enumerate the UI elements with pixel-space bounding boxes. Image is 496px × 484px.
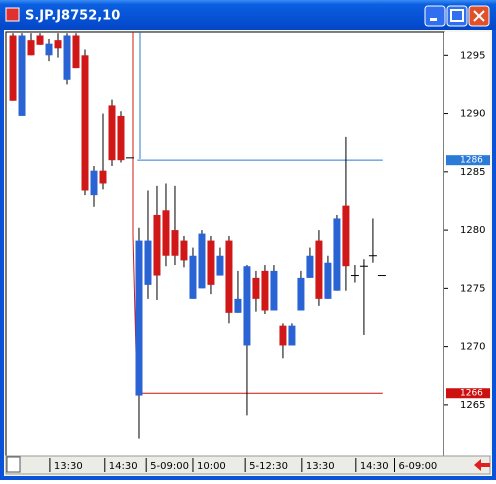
candle-body [144, 240, 152, 285]
x-tick-label: 13:30 [54, 461, 83, 472]
level-marker [446, 155, 490, 166]
candle-body [36, 35, 44, 45]
x-tick-label: 5-09:00 [150, 461, 189, 472]
y-tick-label: 1270 [460, 342, 485, 353]
plot: 1265 1270 1275 1280 1285 1290 1295 13:30 14:30 5-… [9, 33, 490, 472]
candle-body [243, 266, 251, 346]
level-label: 1286 [460, 156, 483, 166]
minimize-button[interactable] [424, 5, 446, 27]
candle-body [225, 240, 233, 313]
candle-body [18, 35, 26, 116]
candle-body [90, 170, 98, 196]
candle-body [45, 43, 53, 56]
scroll-arrow[interactable] [474, 459, 490, 471]
candle-body [162, 210, 170, 256]
candle-body [180, 240, 188, 261]
y-tick-label: 1290 [460, 109, 485, 120]
candle-body [72, 35, 80, 69]
x-tick-label: 14:30 [360, 461, 389, 472]
level-label: 1266 [460, 389, 483, 399]
y-tick-label: 1295 [460, 50, 485, 61]
window-title: S.JP.J8752,10 [25, 9, 120, 24]
x-tick-label: 13:30 [306, 461, 335, 472]
candle-body [117, 115, 125, 161]
candle-body [324, 262, 332, 299]
x-tick-label: 14:30 [109, 461, 138, 472]
candle-body [63, 35, 71, 80]
y-axis-area [444, 32, 490, 456]
x-tick-label: 5-12:30 [249, 461, 288, 472]
candle-body [270, 270, 278, 311]
level-marker [446, 388, 490, 399]
candle-body [198, 233, 206, 289]
candle-body [216, 255, 224, 276]
y-tick-label: 1285 [460, 167, 485, 178]
candle-body [288, 325, 296, 346]
y-tick-label: 1275 [460, 283, 485, 294]
candle-body [234, 298, 242, 313]
candle-body [99, 170, 107, 184]
candle-body [153, 214, 161, 276]
x-tick-label: 6-09:00 [399, 461, 438, 472]
candle-body [297, 277, 305, 311]
candle-body [207, 240, 215, 285]
candle-body [189, 255, 197, 299]
candle-body [81, 55, 89, 191]
candle-body [333, 218, 341, 291]
candle-body [108, 105, 116, 161]
candle-body [306, 255, 314, 278]
candle-body [315, 240, 323, 299]
close-button[interactable] [468, 5, 490, 27]
title-bar [0, 0, 496, 30]
maximize-button[interactable] [446, 5, 468, 27]
candle-body [342, 205, 350, 267]
candle-body [135, 240, 143, 396]
app-icon [5, 7, 20, 22]
plot-area [5, 31, 445, 457]
candle-body [279, 325, 287, 346]
candle-body [261, 270, 269, 311]
candle-body [252, 277, 260, 299]
candle-body [9, 35, 17, 101]
candle-body [54, 40, 62, 49]
candle-body [171, 230, 179, 256]
y-tick-label: 1280 [460, 225, 485, 236]
candle-body [27, 40, 35, 56]
scroll-box[interactable] [6, 456, 21, 473]
y-tick-label: 1265 [460, 400, 485, 411]
x-tick-label: 10:00 [197, 461, 226, 472]
